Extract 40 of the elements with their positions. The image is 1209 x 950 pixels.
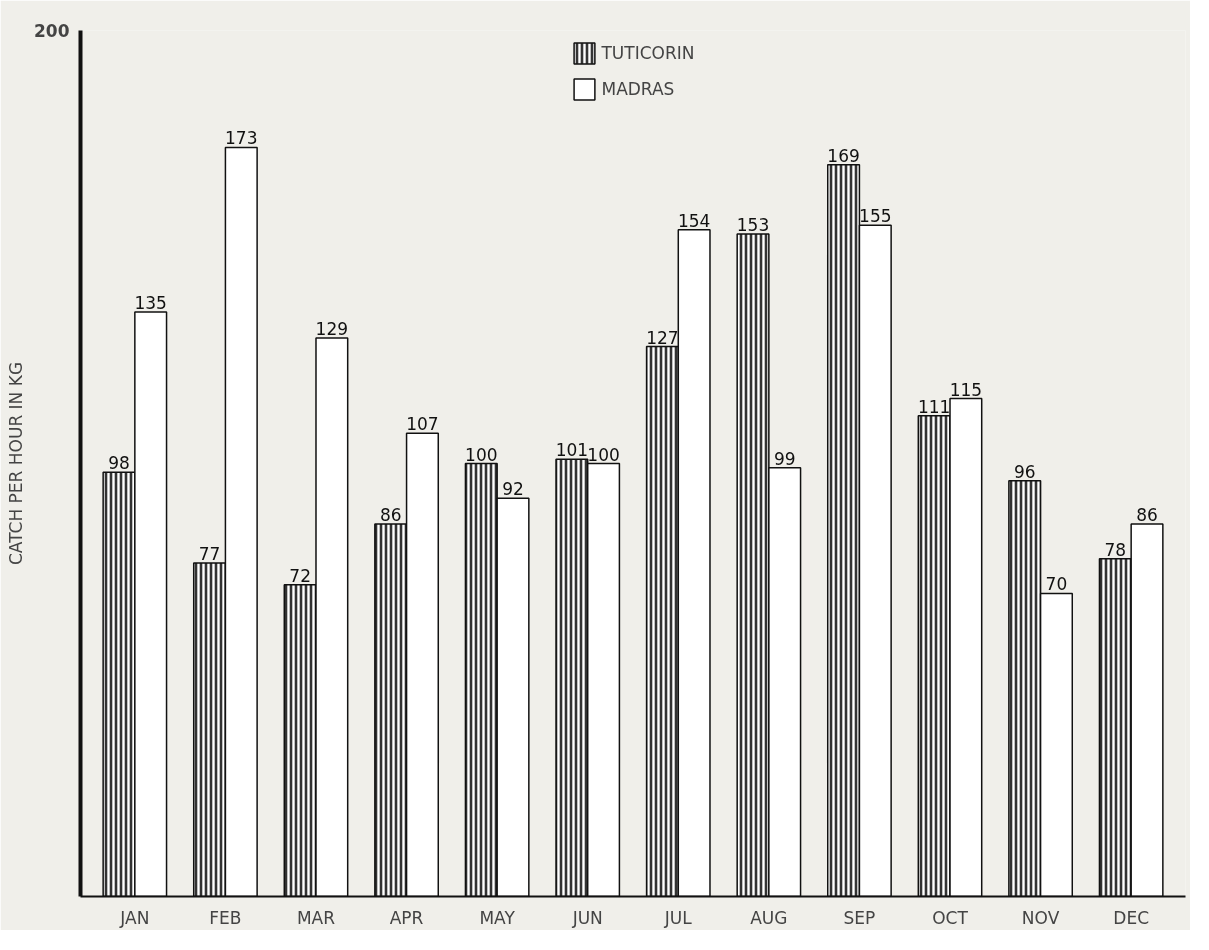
x-tick-label: FEB xyxy=(209,907,242,928)
x-tick-label: DEC xyxy=(1113,907,1150,928)
data-label: 173 xyxy=(225,128,258,149)
data-label: 92 xyxy=(502,479,524,500)
data-label: 101 xyxy=(555,440,589,461)
y-axis-title: CATCH PER HOUR IN KG xyxy=(6,361,27,566)
x-tick-label: NOV xyxy=(1021,907,1060,928)
x-tick-label: OCT xyxy=(932,907,969,928)
data-label: 111 xyxy=(917,396,951,417)
data-label: 70 xyxy=(1045,574,1068,595)
x-tick-label: SEP xyxy=(843,907,876,928)
data-label: 86 xyxy=(1136,505,1158,526)
data-label: 135 xyxy=(134,292,167,313)
data-label: 154 xyxy=(677,210,711,231)
data-label: 78 xyxy=(1104,539,1127,560)
x-tick-label: MAR xyxy=(296,907,336,928)
x-tick-label: JUL xyxy=(663,907,693,928)
data-label: 72 xyxy=(289,565,311,586)
data-label: 107 xyxy=(406,414,439,435)
data-label: 169 xyxy=(827,145,860,166)
data-label: 153 xyxy=(736,215,770,236)
y-tick-label: 200 xyxy=(34,21,70,41)
data-label: 129 xyxy=(315,318,349,339)
data-label: 127 xyxy=(646,327,679,348)
data-label: 100 xyxy=(587,444,620,465)
data-label: 86 xyxy=(379,505,402,526)
x-tick-label: MAY xyxy=(479,907,516,928)
x-tick-label: JUN xyxy=(571,907,603,928)
data-label: 115 xyxy=(949,379,983,400)
x-tick-label: APR xyxy=(389,907,424,928)
x-tick-label: JAN xyxy=(119,907,150,928)
legend-label: MADRAS xyxy=(601,79,675,99)
data-label: 96 xyxy=(1013,461,1036,482)
data-label: 155 xyxy=(859,206,892,227)
data-label: 77 xyxy=(198,544,221,565)
legend-label: TUTICORIN xyxy=(601,43,695,63)
data-label: 100 xyxy=(465,444,498,465)
data-label: 98 xyxy=(108,453,130,474)
data-label: 99 xyxy=(773,448,796,469)
x-tick-label: AUG xyxy=(750,907,788,928)
